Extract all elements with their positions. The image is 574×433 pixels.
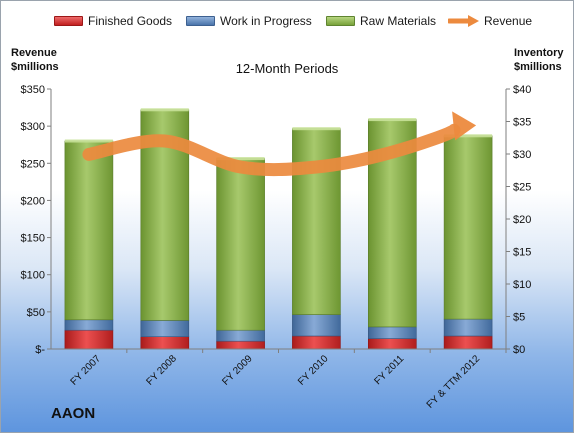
left-axis-title: Revenue $millions (11, 46, 59, 74)
revenue-series (82, 111, 477, 177)
legend-item-raw-materials: Raw Materials (326, 11, 436, 31)
legend-arrow-icon (448, 15, 479, 27)
left-tick-label-6: $300 (21, 121, 45, 133)
bar-work-in-progress-1 (64, 319, 114, 331)
bar-cap-4 (292, 127, 341, 131)
right-axis-title: Inventory $millions (514, 46, 564, 74)
legend-item-finished-goods: Finished Goods (54, 11, 172, 31)
right-tick-label-5: $25 (513, 182, 531, 194)
x-tick-label-2: FY 2009 (220, 353, 255, 388)
left-axis-title-line1: Revenue (11, 47, 57, 59)
bar-work-in-progress-6 (443, 318, 493, 337)
legend-label-work-in-progress: Work in Progress (220, 14, 312, 28)
right-tick-label-0: $0 (513, 344, 525, 356)
legend-swatch-finished-goods (54, 16, 83, 26)
right-tick-label-2: $10 (513, 279, 531, 291)
chart-title: 12-Month Periods (235, 61, 339, 76)
left-tick-label-0: $- (35, 344, 45, 356)
right-tick-label-1: $5 (513, 312, 525, 324)
right-tick-label-7: $35 (513, 117, 531, 129)
chart-legend: Finished Goods Work in Progress Raw Mate… (1, 11, 573, 31)
right-tick-label-8: $40 (513, 84, 531, 96)
left-tick-label-7: $350 (21, 84, 45, 96)
bar-work-in-progress-5 (367, 326, 417, 339)
right-axis-title-line1: Inventory (514, 47, 564, 59)
x-tick-label-5: FY & TTM 2012 (425, 353, 483, 411)
bar-cap-1 (64, 139, 113, 143)
bar-raw-materials-6 (443, 135, 493, 320)
company-name: AAON (51, 405, 96, 422)
bar-work-in-progress-3 (216, 329, 265, 342)
x-tick-label-1: FY 2008 (144, 353, 179, 388)
bar-cap-6 (444, 134, 493, 138)
bar-raw-materials-4 (292, 128, 341, 315)
revenue-line (82, 123, 461, 177)
bar-finished-goods-2 (140, 336, 190, 350)
legend-label-finished-goods: Finished Goods (88, 14, 173, 28)
legend-swatch-raw-materials (326, 16, 355, 26)
right-axis-title-line2: $millions (514, 61, 562, 73)
bar-work-in-progress-4 (292, 314, 341, 337)
left-tick-label-4: $200 (21, 195, 45, 207)
left-tick-label-5: $250 (21, 158, 45, 170)
revenue-arrowhead (452, 111, 477, 141)
bar-finished-goods-5 (367, 338, 417, 350)
bar-work-in-progress-2 (140, 320, 190, 337)
bar-cap-2 (140, 108, 189, 112)
bar-finished-goods-4 (292, 335, 341, 350)
bar-cap-5 (368, 118, 417, 122)
bar-cap-3 (216, 157, 265, 161)
bar-finished-goods-1 (64, 329, 114, 350)
bar-finished-goods-3 (216, 340, 265, 350)
right-tick-label-3: $15 (513, 247, 531, 259)
left-tick-label-2: $100 (21, 270, 45, 282)
left-tick-label-1: $50 (27, 307, 45, 319)
legend-label-raw-materials: Raw Materials (360, 14, 437, 28)
x-tick-label-3: FY 2010 (296, 353, 331, 388)
x-tick-label-0: FY 2007 (69, 353, 104, 388)
legend-swatch-work-in-progress (186, 16, 215, 26)
left-axis-title-line2: $millions (11, 61, 59, 73)
right-tick-label-6: $30 (513, 149, 531, 161)
right-tick-label-4: $20 (513, 214, 531, 226)
bar-raw-materials-3 (216, 158, 265, 331)
left-tick-label-3: $150 (21, 233, 45, 245)
legend-label-revenue: Revenue (484, 14, 533, 28)
bar-finished-goods-6 (443, 335, 493, 350)
legend-item-revenue: Revenue (448, 11, 532, 31)
x-tick-label-4: FY 2011 (373, 353, 407, 387)
legend-item-work-in-progress: Work in Progress (186, 11, 312, 31)
bar-raw-materials-1 (64, 140, 114, 321)
